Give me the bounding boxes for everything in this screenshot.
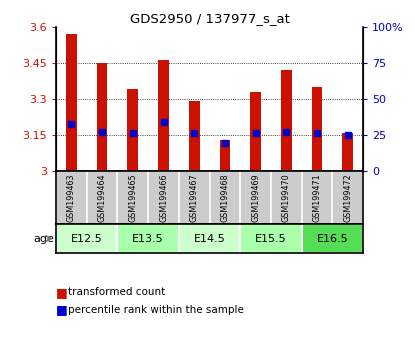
Text: GSM199467: GSM199467 [190, 173, 199, 222]
Text: E16.5: E16.5 [317, 234, 348, 244]
Text: GSM199464: GSM199464 [98, 173, 107, 222]
Title: GDS2950 / 137977_s_at: GDS2950 / 137977_s_at [129, 12, 290, 25]
Text: GSM199470: GSM199470 [282, 173, 291, 222]
Bar [158, 61, 169, 171]
Bar [281, 70, 292, 171]
Bar [302, 224, 363, 253]
Bar [240, 224, 302, 253]
Text: GSM199468: GSM199468 [220, 173, 229, 222]
Text: GSM199465: GSM199465 [128, 173, 137, 222]
Text: GSM199463: GSM199463 [67, 173, 76, 222]
Text: transformed count: transformed count [68, 287, 166, 297]
Text: GSM199466: GSM199466 [159, 173, 168, 222]
Bar [127, 89, 138, 171]
Text: E13.5: E13.5 [132, 234, 164, 244]
Bar [66, 34, 77, 171]
Text: GSM199472: GSM199472 [343, 173, 352, 222]
Text: ■: ■ [56, 286, 68, 298]
Bar [312, 87, 322, 171]
Text: age: age [34, 234, 54, 244]
Bar [56, 224, 117, 253]
Bar [117, 224, 179, 253]
Text: E12.5: E12.5 [71, 234, 103, 244]
Text: ■: ■ [56, 303, 68, 316]
Text: GSM199471: GSM199471 [312, 173, 322, 222]
Text: GSM199469: GSM199469 [251, 173, 260, 222]
Text: percentile rank within the sample: percentile rank within the sample [68, 305, 244, 315]
Text: E14.5: E14.5 [194, 234, 225, 244]
Bar [250, 92, 261, 171]
Bar [220, 140, 230, 171]
Bar [189, 101, 200, 171]
Bar [97, 63, 107, 171]
Text: E15.5: E15.5 [255, 234, 287, 244]
Bar [179, 224, 240, 253]
Bar [342, 133, 353, 171]
